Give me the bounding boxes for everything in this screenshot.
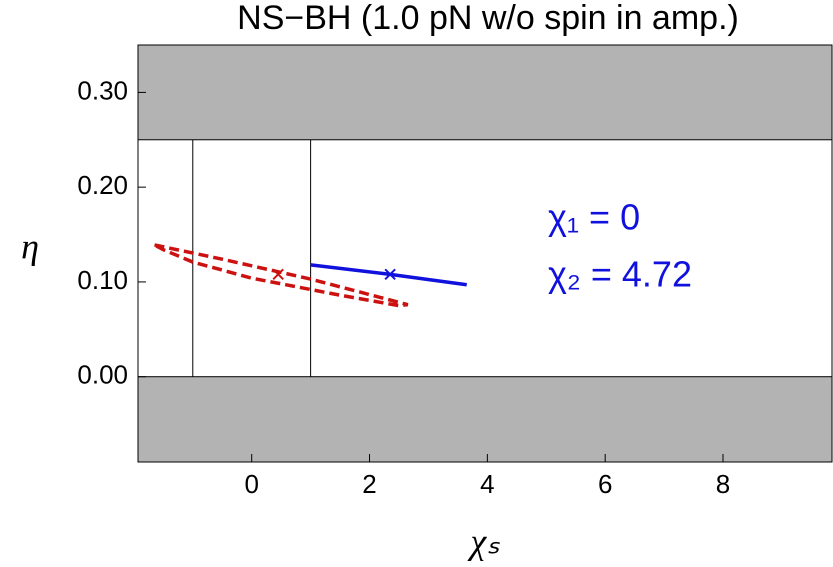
chart-title: NS−BH (1.0 pN w/o spin in amp.) (237, 0, 739, 37)
plot-frame (137, 44, 833, 463)
x-tick-label: 8 (716, 469, 730, 499)
y-tick-label: 0.10 (77, 265, 128, 295)
annotation: χ₁ = 0 (548, 197, 640, 238)
annotation: χ₂ = 4.72 (548, 254, 692, 295)
center-marker (272, 268, 284, 281)
y-axis-label: η (21, 226, 39, 266)
x-tick-label: 4 (480, 469, 494, 499)
x-tick-label: 0 (244, 469, 258, 499)
x-axis-label: χₛ (467, 521, 500, 561)
x-tick-label: 6 (598, 469, 612, 499)
x-tick-label: 2 (362, 469, 376, 499)
excluded-region (137, 44, 833, 141)
y-tick-label: 0.20 (77, 170, 128, 200)
excluded-region (137, 376, 833, 463)
center-marker (384, 268, 396, 281)
y-tick-label: 0.00 (77, 360, 128, 390)
y-tick-label: 0.30 (77, 75, 128, 105)
